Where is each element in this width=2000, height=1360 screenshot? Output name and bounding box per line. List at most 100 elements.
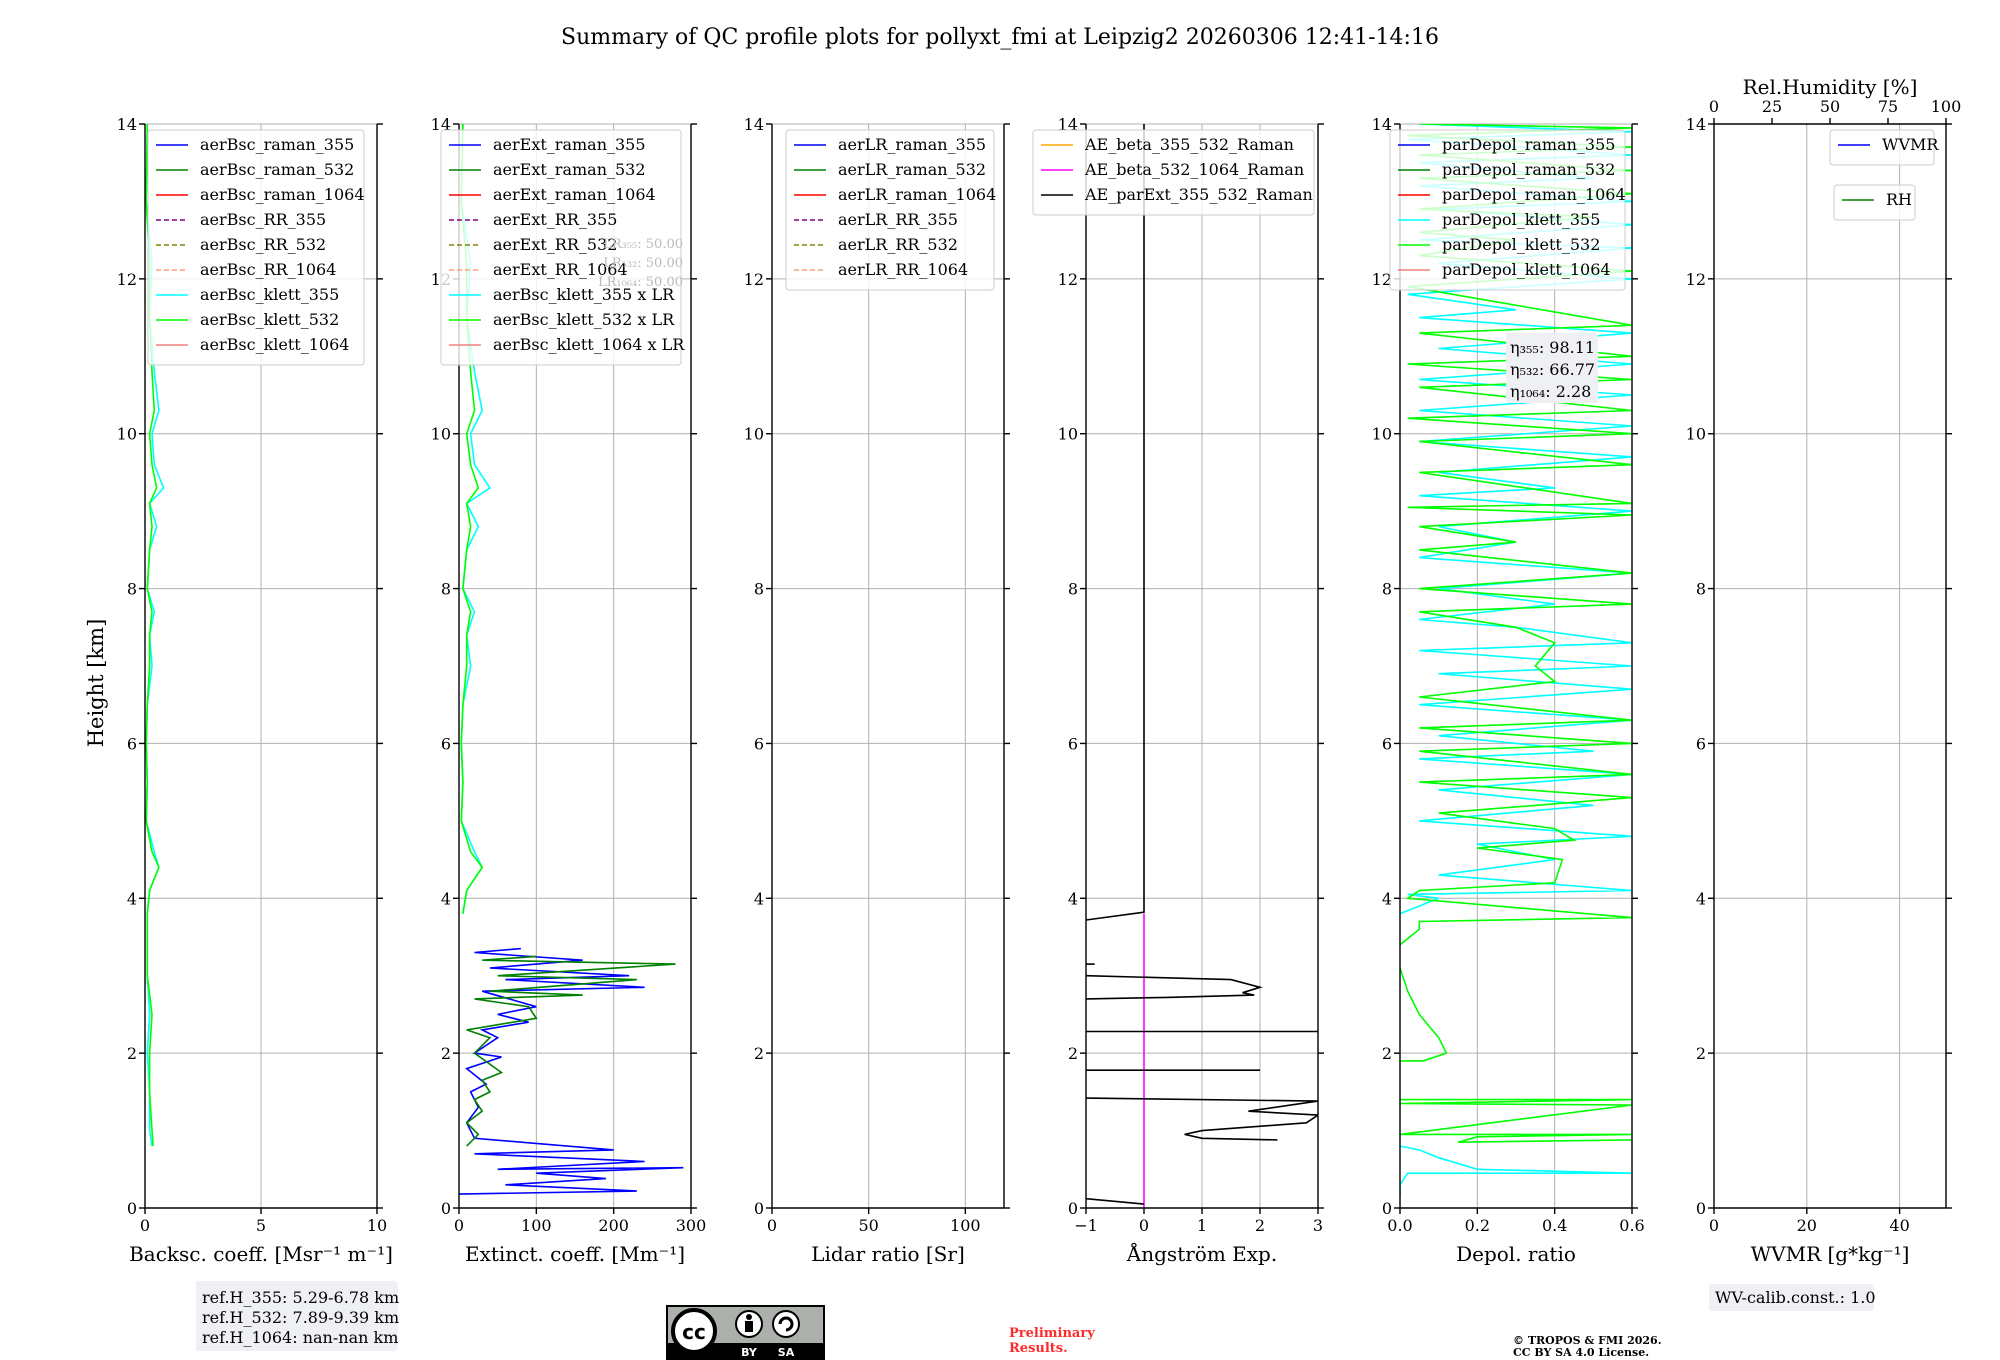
legend-label: aerBsc_klett_355 <box>200 285 339 304</box>
eta-annotation: η₁₀₆₄: 2.28 <box>1510 382 1591 401</box>
series-line-aerExt_raman_355 <box>459 947 684 1195</box>
ytick-label: 14 <box>431 115 451 134</box>
ref-heights-bg <box>196 1281 398 1351</box>
legend-label: AE_beta_355_532_Raman <box>1084 135 1294 154</box>
legend-depol: parDepol_raman_355 parDepol_raman_532 parD… <box>1389 129 1626 291</box>
sa-icon-arrow <box>778 1316 794 1332</box>
ytick-label: 2 <box>1696 1044 1706 1063</box>
series-line-parDepol_klett_532 <box>1400 1098 1632 1143</box>
legend-box <box>1833 184 1916 221</box>
wv-calib-box: WV-calib.const.: 1.0 <box>1709 1284 1876 1311</box>
legend-label: aerBsc_RR_532 <box>200 235 326 254</box>
legend-label: aerBsc_klett_532 x LR <box>493 310 675 329</box>
x-axis-label-ae: Ångström Exp. <box>1126 1241 1277 1266</box>
ytick-label: 10 <box>431 425 451 444</box>
ytick-label: 12 <box>744 270 764 289</box>
legend-ext: aerExt_raman_355 aerExt_raman_532 aerExt_r… <box>440 129 685 366</box>
eta-annotation: η₅₃₂: 66.77 <box>1510 360 1595 379</box>
legend-label: parDepol_raman_1064 <box>1442 185 1626 204</box>
ytick-label: 0 <box>127 1199 137 1218</box>
legend-box <box>147 129 365 366</box>
ytick-label: 0 <box>441 1199 451 1218</box>
ytick-label: 0 <box>754 1199 764 1218</box>
ytick-label: 10 <box>1372 425 1392 444</box>
xtick-label: 0.4 <box>1542 1216 1567 1235</box>
legend-label: aerBsc_klett_355 x LR <box>493 285 675 304</box>
ytick-label: 6 <box>1382 734 1392 753</box>
xtick-label: 0 <box>140 1216 150 1235</box>
sa-sharealike-icon <box>772 1310 800 1338</box>
ytick-label: 8 <box>1068 580 1078 599</box>
legend-label: aerLR_RR_1064 <box>838 260 968 279</box>
legend-label: aerExt_RR_1064 <box>493 260 628 279</box>
ytick-label: 12 <box>1372 270 1392 289</box>
legend-label: parDepol_raman_532 <box>1442 160 1615 179</box>
series-line-AE_parExt_355_532_Raman <box>1086 974 1263 1000</box>
xtick-label: 100 <box>950 1216 981 1235</box>
top-xtick-label: 100 <box>1931 97 1962 116</box>
xtick-label: 1 <box>1197 1216 1207 1235</box>
lidar-ratio-annotation: LR₅₃₂: 50.00 <box>603 256 683 271</box>
legend-label: parDepol_klett_1064 <box>1442 260 1611 279</box>
cc-by-label: BY <box>741 1346 758 1359</box>
series-line-AE_parExt_355_532_Raman <box>1086 124 1145 921</box>
top-axis-label: Rel.Humidity [%] <box>1743 75 1918 99</box>
ytick-label: 4 <box>1696 889 1706 908</box>
eta-annotation-bg <box>1506 333 1598 403</box>
series-line-parDepol_klett_532 <box>1400 967 1448 1062</box>
preliminary-results-line2: Results. <box>1009 1341 1068 1356</box>
ytick-label: 6 <box>441 734 451 753</box>
legend-box <box>440 129 682 366</box>
series-line-parDepol_klett_355 <box>1400 1145 1632 1197</box>
wv-calib-text: WV-calib.const.: 1.0 <box>1715 1288 1876 1307</box>
legend-label: aerExt_RR_532 <box>493 235 617 254</box>
xtick-label: 200 <box>598 1216 629 1235</box>
ytick-label: 4 <box>1068 889 1078 908</box>
lidar-ratio-annotation: LR₃₅₅: 50.00 <box>603 237 683 252</box>
legend-label: AE_beta_532_1064_Raman <box>1084 160 1304 179</box>
ytick-label: 0 <box>1382 1199 1392 1218</box>
xtick-label: 0.2 <box>1465 1216 1490 1235</box>
ytick-label: 6 <box>754 734 764 753</box>
ytick-label: 8 <box>1696 580 1706 599</box>
series-line-aerBsc_klett_532 <box>145 124 160 1147</box>
ytick-label: 6 <box>127 734 137 753</box>
ytick-label: 14 <box>1686 115 1706 134</box>
ytick-label: 4 <box>441 889 451 908</box>
xtick-label: 0 <box>1139 1216 1149 1235</box>
xtick-label: 40 <box>1889 1216 1909 1235</box>
cc-by-sa-badge[interactable]: cc BY SA <box>666 1305 825 1360</box>
panel-depol: 0 2 4 6 8 10 12 14 0.0 0.2 0.4 0.6 Depol. ratio parDe… <box>1372 115 1645 1266</box>
lidar-ratio-annotation: LR₁₀₆₄: 50.00 <box>598 275 683 290</box>
ytick-label: 14 <box>1372 115 1392 134</box>
legend-label: aerExt_raman_532 <box>493 160 646 179</box>
by-icon-head <box>746 1314 752 1320</box>
legend-label: aerLR_RR_532 <box>838 235 958 254</box>
ytick-label: 6 <box>1068 734 1078 753</box>
legend-bsc: aerBsc_raman_355 aerBsc_raman_532 aerBsc_r… <box>147 129 365 366</box>
ytick-label: 2 <box>1068 1044 1078 1063</box>
legend-label: aerExt_raman_1064 <box>493 185 656 204</box>
legend-label: aerLR_raman_532 <box>838 160 986 179</box>
ytick-label: 4 <box>127 889 137 908</box>
xtick-label: 0 <box>767 1216 777 1235</box>
cc-logo-icon <box>671 1308 717 1354</box>
xtick-label: 3 <box>1313 1216 1323 1235</box>
ytick-label: 6 <box>1696 734 1706 753</box>
copyright-line2: CC BY SA 4.0 License. <box>1513 1346 1649 1359</box>
legend-label: WVMR <box>1882 135 1939 154</box>
ytick-label: 14 <box>744 115 764 134</box>
legend-label: aerBsc_klett_1064 x LR <box>493 335 685 354</box>
series-line-AE_parExt_355_532_Raman <box>1086 1097 1318 1141</box>
ref-height-532: ref.H_532: 7.89-9.39 km <box>202 1308 399 1327</box>
x-axis-label-ext: Extinct. coeff. [Mm⁻¹] <box>465 1242 685 1266</box>
series-line-aerExt_raman_532 <box>465 955 676 1147</box>
panel-ext: 024681012140100200300Extinct. coeff. [Mm… <box>431 115 707 1266</box>
top-xtick-label: 50 <box>1820 97 1840 116</box>
legend-box <box>1389 129 1626 291</box>
ytick-label: 4 <box>1382 889 1392 908</box>
ytick-label: 8 <box>754 580 764 599</box>
legend-wvmr: WVMR RH <box>1829 129 1939 221</box>
